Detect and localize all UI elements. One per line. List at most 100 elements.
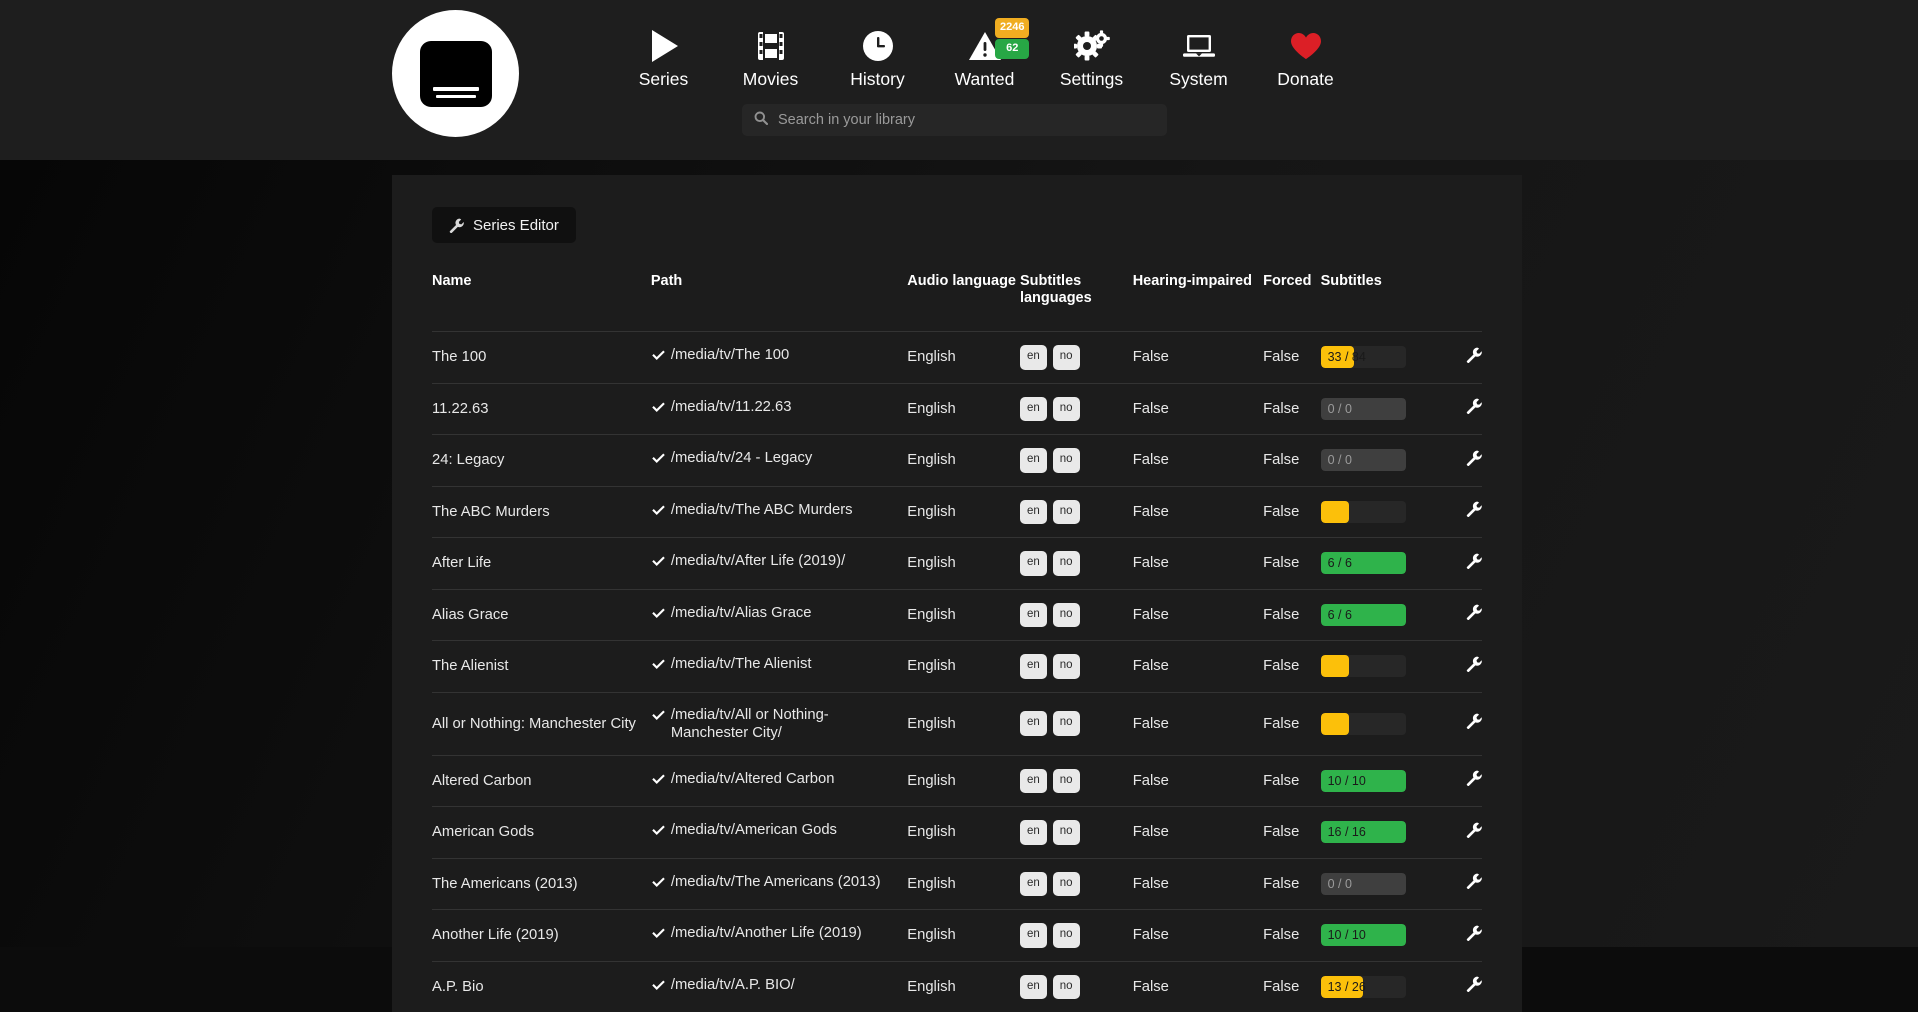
bazarr-logo[interactable]	[392, 10, 519, 137]
row-edit-wrench-button[interactable]	[1466, 873, 1482, 889]
language-badge-no[interactable]: no	[1053, 345, 1080, 370]
path-text: /media/tv/The 100	[671, 346, 891, 364]
language-badge-en[interactable]: en	[1020, 711, 1047, 736]
nav-label-wanted: Wanted	[955, 69, 1015, 89]
cell-audio-language: English	[907, 383, 1020, 435]
language-badge-no[interactable]: no	[1053, 654, 1080, 679]
cell-name[interactable]: All or Nothing: Manchester City	[432, 692, 651, 755]
column-header-hearing-impaired[interactable]: Hearing-impaired	[1133, 273, 1263, 332]
language-badge-en[interactable]: en	[1020, 551, 1047, 576]
language-badge-en[interactable]: en	[1020, 872, 1047, 897]
language-badge-no[interactable]: no	[1053, 711, 1080, 736]
language-badge-no[interactable]: no	[1053, 397, 1080, 422]
subtitles-progress-bar[interactable]: 0 / 0	[1321, 449, 1406, 471]
subtitles-progress-bar[interactable]: 33 / 84	[1321, 346, 1406, 368]
cell-name[interactable]: The ABC Murders	[432, 486, 651, 538]
column-header-subtitles-languages[interactable]: Subtitles languages	[1020, 273, 1133, 332]
language-badge-en[interactable]: en	[1020, 975, 1047, 1000]
language-badge-en[interactable]: en	[1020, 820, 1047, 845]
progress-label: 6 / 6	[1328, 552, 1352, 574]
subtitles-progress-bar[interactable]: 10 / 10	[1321, 770, 1406, 792]
language-badge-en[interactable]: en	[1020, 769, 1047, 794]
cell-name[interactable]: Altered Carbon	[432, 755, 651, 807]
language-badge-no[interactable]: no	[1053, 500, 1080, 525]
row-edit-wrench-button[interactable]	[1466, 713, 1482, 729]
language-badge-no[interactable]: no	[1053, 603, 1080, 628]
column-header-audio-language[interactable]: Audio language	[907, 273, 1020, 332]
subtitles-progress-bar[interactable]: 6 / 6	[1321, 552, 1406, 574]
nav-item-movies[interactable]: Movies	[717, 18, 824, 90]
cell-name[interactable]: The Alienist	[432, 641, 651, 693]
language-badge-no[interactable]: no	[1053, 448, 1080, 473]
cell-name[interactable]: Alias Grace	[432, 589, 651, 641]
row-edit-wrench-button[interactable]	[1466, 925, 1482, 941]
subtitles-progress-bar[interactable]: 13 / 26	[1321, 976, 1406, 998]
row-edit-wrench-button[interactable]	[1466, 450, 1482, 466]
cell-subtitles-progress	[1321, 486, 1449, 538]
nav-item-wanted[interactable]: 2246 62 Wanted	[931, 18, 1038, 90]
row-edit-wrench-button[interactable]	[1466, 656, 1482, 672]
subtitles-progress-bar[interactable]: 0 / 0	[1321, 873, 1406, 895]
column-header-path[interactable]: Path	[651, 273, 907, 332]
subtitles-progress-bar[interactable]: 10 / 10	[1321, 924, 1406, 946]
cell-path: /media/tv/American Gods	[651, 807, 907, 859]
nav-label-series: Series	[639, 69, 689, 89]
nav-item-system[interactable]: System	[1145, 18, 1252, 90]
cell-name[interactable]: The 100	[432, 332, 651, 384]
search-box[interactable]	[742, 104, 1167, 136]
row-edit-wrench-button[interactable]	[1466, 553, 1482, 569]
language-badge-en[interactable]: en	[1020, 654, 1047, 679]
subtitles-progress-bar[interactable]	[1321, 501, 1406, 523]
language-badge-en[interactable]: en	[1020, 603, 1047, 628]
nav-item-series[interactable]: Series	[610, 18, 717, 90]
language-badge-no[interactable]: no	[1053, 975, 1080, 1000]
path-text: /media/tv/All or Nothing- Manchester Cit…	[671, 706, 891, 742]
language-badge-no[interactable]: no	[1053, 923, 1080, 948]
nav-item-history[interactable]: History	[824, 18, 931, 90]
check-icon	[651, 772, 671, 792]
row-edit-wrench-button[interactable]	[1466, 976, 1482, 992]
row-edit-wrench-button[interactable]	[1466, 398, 1482, 414]
subtitles-progress-bar[interactable]	[1321, 655, 1406, 677]
nav-item-donate[interactable]: Donate	[1252, 18, 1359, 90]
language-badge-en[interactable]: en	[1020, 397, 1047, 422]
cell-name[interactable]: 11.22.63	[432, 383, 651, 435]
language-badge-no[interactable]: no	[1053, 872, 1080, 897]
cell-name[interactable]: Another Life (2019)	[432, 910, 651, 962]
subtitles-progress-bar[interactable]: 6 / 6	[1321, 604, 1406, 626]
cell-name[interactable]: A.P. Bio	[432, 961, 651, 1012]
subtitles-progress-bar[interactable]: 16 / 16	[1321, 821, 1406, 843]
search-input[interactable]	[778, 112, 1155, 128]
cell-name[interactable]: After Life	[432, 538, 651, 590]
series-editor-label: Series Editor	[473, 217, 559, 234]
column-header-name[interactable]: Name	[432, 273, 651, 332]
subtitles-progress-bar[interactable]	[1321, 713, 1406, 735]
cell-subtitles-progress: 0 / 0	[1321, 858, 1449, 910]
series-table-head: Name Path Audio language Subtitles langu…	[432, 273, 1482, 332]
language-badge-no[interactable]: no	[1053, 820, 1080, 845]
row-edit-wrench-button[interactable]	[1466, 770, 1482, 786]
language-badge-en[interactable]: en	[1020, 923, 1047, 948]
column-header-subtitles[interactable]: Subtitles	[1321, 273, 1449, 332]
language-badge-en[interactable]: en	[1020, 500, 1047, 525]
nav-item-settings[interactable]: Settings	[1038, 18, 1145, 90]
row-edit-wrench-button[interactable]	[1466, 347, 1482, 363]
cell-name[interactable]: 24: Legacy	[432, 435, 651, 487]
film-icon	[717, 24, 824, 68]
language-badge-en[interactable]: en	[1020, 448, 1047, 473]
row-edit-wrench-button[interactable]	[1466, 822, 1482, 838]
cell-row-action	[1449, 538, 1482, 590]
subtitles-progress-bar[interactable]: 0 / 0	[1321, 398, 1406, 420]
path-text: /media/tv/After Life (2019)/	[671, 552, 891, 570]
cell-name[interactable]: The Americans (2013)	[432, 858, 651, 910]
row-edit-wrench-button[interactable]	[1466, 604, 1482, 620]
column-header-forced[interactable]: Forced	[1263, 273, 1320, 332]
series-editor-button[interactable]: Series Editor	[432, 207, 576, 243]
cell-name[interactable]: American Gods	[432, 807, 651, 859]
row-edit-wrench-button[interactable]	[1466, 501, 1482, 517]
language-badge-en[interactable]: en	[1020, 345, 1047, 370]
language-badge-no[interactable]: no	[1053, 551, 1080, 576]
cell-subtitles-progress	[1321, 641, 1449, 693]
language-badge-no[interactable]: no	[1053, 769, 1080, 794]
